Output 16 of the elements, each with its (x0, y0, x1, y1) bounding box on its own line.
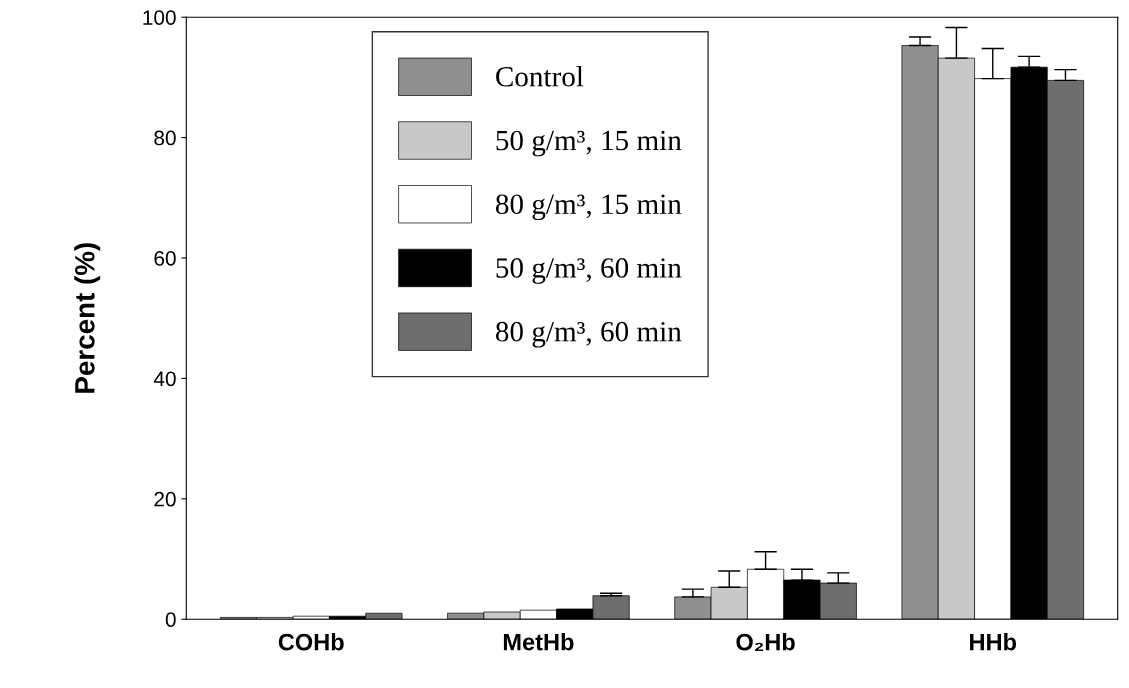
legend-label: 80 g/m³, 60 min (495, 321, 682, 348)
legend-label: 80 g/m³, 15 min (495, 194, 682, 221)
y-tick-label: 60 (154, 251, 176, 266)
x-tick-label: COHb (278, 633, 344, 651)
y-axis-title: Percent (%) (74, 243, 101, 393)
x-tick-label: HHb (970, 633, 1017, 651)
y-tick-label: 20 (154, 491, 176, 507)
y-tick-label: 0 (165, 612, 176, 627)
legend-label: Control (496, 66, 584, 87)
y-tick-label: 80 (154, 130, 176, 146)
x-tick-label: MetHb (503, 633, 574, 651)
y-tick-label: 100 (143, 10, 176, 25)
legend-label: 50 g/m³, 15 min (496, 130, 682, 157)
y-tick-label: 40 (153, 371, 176, 387)
x-tick-label: O₂Hb (736, 633, 795, 651)
legend-label: 50 g/m³, 60 min (496, 258, 682, 284)
